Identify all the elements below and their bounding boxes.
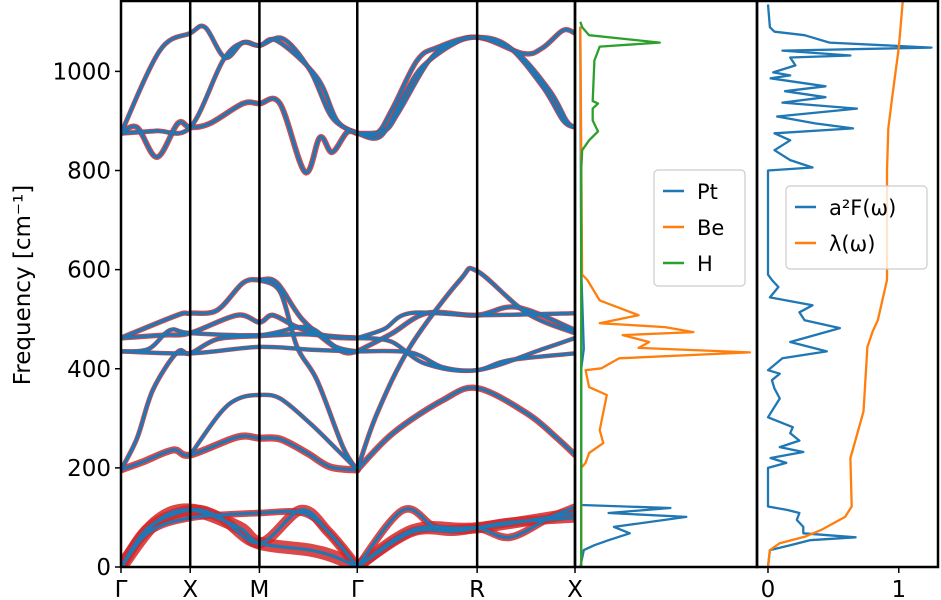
phonon-band-11 (188, 393, 359, 472)
legend-label: H (697, 252, 713, 276)
dos-series-0 (579, 26, 688, 567)
phonon-band-1 (121, 96, 359, 174)
legend-box (785, 185, 928, 270)
x-tick-label: Γ (115, 577, 128, 600)
legend-box (653, 169, 746, 287)
dos-series-2 (579, 21, 661, 567)
legend-label: Be (697, 216, 724, 240)
dos-panel (579, 21, 752, 567)
band-structure-panel (121, 23, 575, 567)
phonon-band-12 (121, 434, 359, 472)
a2f-series-1 (766, 2, 904, 567)
band-coupling-12 (121, 432, 361, 474)
x-tick-label: X (182, 577, 198, 600)
phonon-band-25 (355, 516, 575, 567)
legend-label: λ(ω) (829, 232, 875, 256)
legend-2: a²F(ω) λ(ω) (785, 185, 928, 270)
y-tick-label: 1000 (52, 59, 111, 85)
y-tick-label: 200 (67, 456, 111, 482)
phonon-band-18 (355, 349, 575, 373)
x-tick-label: M (249, 577, 269, 600)
dos-series-1 (579, 26, 752, 567)
phonon-band-9 (121, 325, 359, 353)
phonon-band-2 (121, 37, 359, 135)
y-tick-label: 800 (67, 159, 111, 185)
legend-label: Pt (697, 180, 718, 204)
band-coupling-18 (355, 348, 575, 373)
phonon-band-5 (355, 35, 575, 141)
y-tick-label: 0 (96, 555, 111, 581)
x-tick-label: X (567, 577, 583, 600)
phonon-band-16 (355, 310, 575, 340)
y-tick-label: 600 (67, 258, 111, 284)
y-axis-label: Frequency [cm⁻¹] (10, 185, 36, 386)
a2f-series-0 (766, 4, 933, 567)
panel-frame-2 (755, 0, 940, 569)
legend-label: a²F(ω) (829, 196, 896, 220)
a2f-x-tick-label: 1 (891, 577, 906, 600)
x-tick-label: R (469, 577, 485, 600)
phonon-band-22 (121, 508, 359, 567)
legend-1: Pt Be H (653, 169, 746, 287)
phonon-band-13 (257, 278, 359, 472)
a2f-x-tick-label: 0 (761, 577, 776, 600)
y-tick-label: 400 (67, 357, 111, 383)
a2f-panel (766, 2, 933, 567)
phonon-band-17 (355, 305, 575, 353)
phonon-band-6 (121, 277, 359, 355)
phonon-band-19 (355, 336, 575, 373)
band-coupling-15 (354, 384, 575, 474)
x-tick-label: Γ (351, 577, 364, 600)
band-coupling-11 (187, 392, 360, 473)
phonon-band-10 (121, 332, 359, 472)
